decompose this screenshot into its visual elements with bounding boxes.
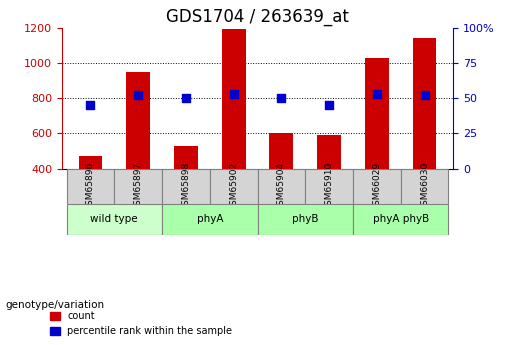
FancyBboxPatch shape bbox=[353, 204, 449, 235]
Point bbox=[420, 92, 428, 98]
Point bbox=[230, 91, 238, 97]
FancyBboxPatch shape bbox=[162, 169, 210, 204]
FancyBboxPatch shape bbox=[66, 169, 114, 204]
Bar bbox=[269, 133, 294, 169]
Bar bbox=[78, 156, 102, 169]
Point bbox=[277, 95, 285, 101]
Bar bbox=[174, 146, 198, 169]
Text: GSM65896: GSM65896 bbox=[86, 161, 95, 211]
Text: GSM65910: GSM65910 bbox=[324, 161, 334, 211]
Bar bbox=[221, 29, 246, 169]
Text: GSM65898: GSM65898 bbox=[181, 161, 191, 211]
Text: GSM65902: GSM65902 bbox=[229, 161, 238, 211]
Bar bbox=[126, 72, 150, 169]
Text: GSM65897: GSM65897 bbox=[134, 161, 143, 211]
FancyBboxPatch shape bbox=[162, 204, 258, 235]
FancyBboxPatch shape bbox=[210, 169, 258, 204]
FancyBboxPatch shape bbox=[258, 204, 353, 235]
Bar bbox=[317, 135, 341, 169]
Text: phyA phyB: phyA phyB bbox=[372, 214, 429, 224]
Text: GSM65904: GSM65904 bbox=[277, 161, 286, 211]
Point bbox=[325, 102, 333, 108]
Legend: count, percentile rank within the sample: count, percentile rank within the sample bbox=[46, 307, 236, 340]
Text: GSM66029: GSM66029 bbox=[372, 161, 381, 211]
Point bbox=[134, 92, 142, 98]
Bar bbox=[413, 38, 437, 169]
FancyBboxPatch shape bbox=[114, 169, 162, 204]
Title: GDS1704 / 263639_at: GDS1704 / 263639_at bbox=[166, 8, 349, 26]
FancyBboxPatch shape bbox=[305, 169, 353, 204]
Text: GSM66030: GSM66030 bbox=[420, 161, 429, 211]
FancyBboxPatch shape bbox=[66, 204, 162, 235]
Bar bbox=[365, 58, 389, 169]
FancyBboxPatch shape bbox=[258, 169, 305, 204]
Text: genotype/variation: genotype/variation bbox=[5, 300, 104, 310]
Text: phyB: phyB bbox=[292, 214, 318, 224]
Point bbox=[373, 91, 381, 97]
Text: phyA: phyA bbox=[197, 214, 223, 224]
Point bbox=[87, 102, 95, 108]
Text: wild type: wild type bbox=[91, 214, 138, 224]
Point bbox=[182, 95, 190, 101]
FancyBboxPatch shape bbox=[353, 169, 401, 204]
FancyBboxPatch shape bbox=[401, 169, 449, 204]
